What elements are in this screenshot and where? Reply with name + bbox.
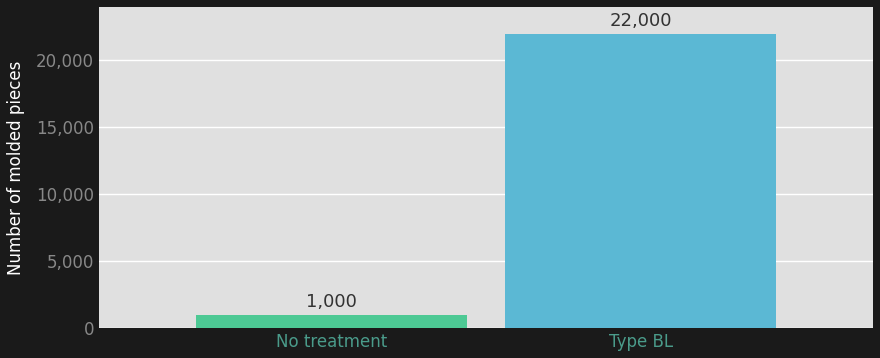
Bar [195, 315, 466, 328]
Text: 22,000: 22,000 [610, 12, 672, 30]
Bar [505, 34, 776, 328]
Text: 1,000: 1,000 [305, 293, 356, 311]
Y-axis label: Number of molded pieces: Number of molded pieces [7, 61, 25, 275]
